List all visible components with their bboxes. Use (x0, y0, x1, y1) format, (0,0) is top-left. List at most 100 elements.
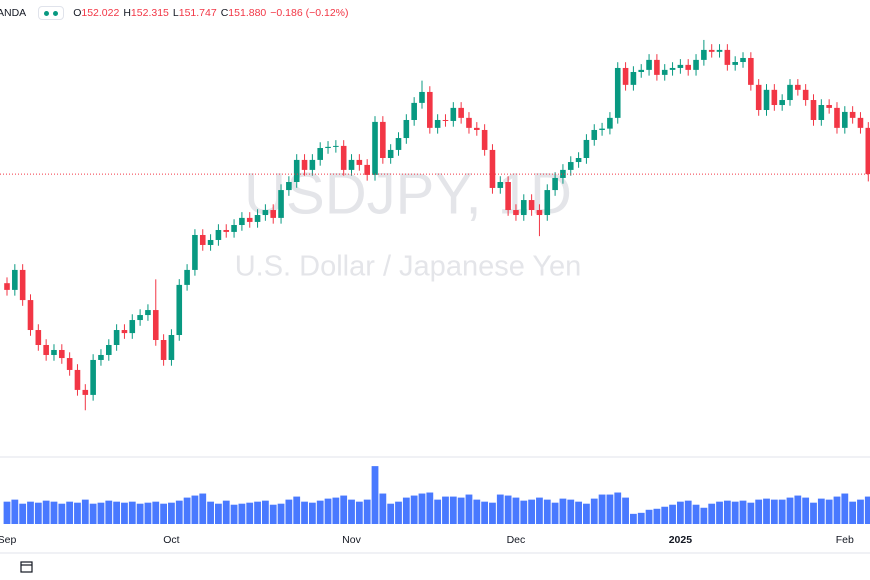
candle-body (184, 269, 190, 285)
volume-bar (97, 502, 105, 524)
candle-body (661, 69, 668, 75)
volume-bar (708, 503, 716, 524)
volume-bar (833, 496, 841, 524)
candle-body (513, 210, 519, 216)
candle-body (599, 128, 605, 130)
volume-bar (442, 496, 449, 524)
volume-bar (614, 492, 622, 524)
volume-bar (426, 492, 434, 524)
candle-body (160, 340, 167, 360)
candle-body (4, 283, 10, 290)
volume-bar (58, 503, 66, 524)
dot (44, 10, 50, 16)
watermark-description: U.S. Dollar / Japanese Yen (235, 251, 582, 283)
volume-bar (700, 507, 708, 524)
candle-body (834, 107, 840, 128)
candle-body (270, 210, 277, 218)
volume-bar (849, 501, 857, 524)
candle-body (857, 117, 864, 128)
ohlc-label: L (172, 7, 179, 19)
candle-body (403, 119, 410, 139)
candle-body (121, 330, 128, 334)
volume-bar (379, 493, 387, 524)
volume-bar (794, 495, 802, 524)
candle-body (732, 62, 738, 65)
ohlc-value: 151.880 (228, 7, 267, 19)
candle-body (567, 162, 574, 170)
volume-bar (465, 494, 473, 524)
ohlc-label: O (73, 7, 82, 19)
volume-bar (817, 498, 825, 524)
volume-bar (402, 497, 410, 524)
candle-body (51, 349, 57, 355)
volume-bar (676, 501, 684, 524)
volume-bar (215, 503, 222, 524)
volume-bar (755, 499, 763, 524)
candle-body (35, 330, 42, 345)
candle-body (427, 91, 433, 128)
candle-body (552, 177, 558, 191)
candle-body (12, 269, 18, 290)
volume-bar (81, 499, 89, 524)
candle-body (168, 335, 175, 360)
candle-body (364, 164, 370, 175)
volume-bar (363, 499, 371, 524)
volume-bar (520, 500, 528, 524)
volume-bar (841, 493, 849, 524)
volume-bar (622, 497, 629, 524)
volume-bar (89, 503, 97, 524)
candle-body (411, 102, 417, 120)
candle-body (693, 59, 699, 70)
calendar-icon[interactable] (20, 561, 33, 573)
volume-bar (723, 500, 731, 524)
candle-body (716, 49, 723, 52)
volume-bar (3, 501, 11, 524)
volume-bar (301, 501, 308, 524)
volume-bar (770, 499, 778, 524)
volume-bar (105, 500, 113, 524)
volume-bar (160, 503, 167, 524)
x-tick-label: 2025 (669, 534, 693, 546)
candle-body (293, 159, 300, 182)
volume-bar (747, 502, 755, 524)
candle-body (215, 229, 222, 240)
volume-bar (50, 501, 58, 524)
volume-bar (716, 501, 723, 524)
volume-bar (324, 498, 332, 524)
candle-body (481, 129, 488, 150)
candle-body (231, 225, 237, 232)
candle-body (340, 145, 347, 170)
volume-bar (630, 513, 637, 524)
candle-body (740, 57, 746, 63)
candle-body (325, 146, 331, 149)
candle-body (43, 344, 49, 355)
candle-body (466, 117, 472, 128)
volume-bar (810, 502, 817, 524)
indicator-pill[interactable] (38, 6, 65, 20)
volume-bar (152, 501, 160, 524)
volume-bar (121, 502, 128, 524)
volume-bar (684, 500, 692, 524)
candle-body (614, 67, 621, 118)
candle-body (474, 127, 480, 130)
calendar-icon-frame (20, 561, 33, 573)
volume-bar (512, 497, 520, 524)
candle-body (849, 111, 856, 118)
candle-body (826, 105, 832, 108)
volume-bar (606, 494, 614, 524)
volume-bar (786, 497, 794, 524)
candle-body (278, 190, 284, 218)
candle-body (528, 200, 535, 211)
volume-bar (11, 499, 19, 524)
candle-body (207, 239, 214, 245)
volume-bar (348, 499, 355, 524)
ohlc-value: 152.022 (81, 7, 120, 19)
candle-body (748, 57, 754, 85)
candle-body (708, 49, 715, 52)
legend-header: ANDA O 152.022 H 152.315 L 151.747 C 151.880… (0, 6, 353, 20)
candle-body (818, 105, 825, 120)
volume-bar (199, 493, 207, 524)
candle-body (286, 182, 292, 191)
